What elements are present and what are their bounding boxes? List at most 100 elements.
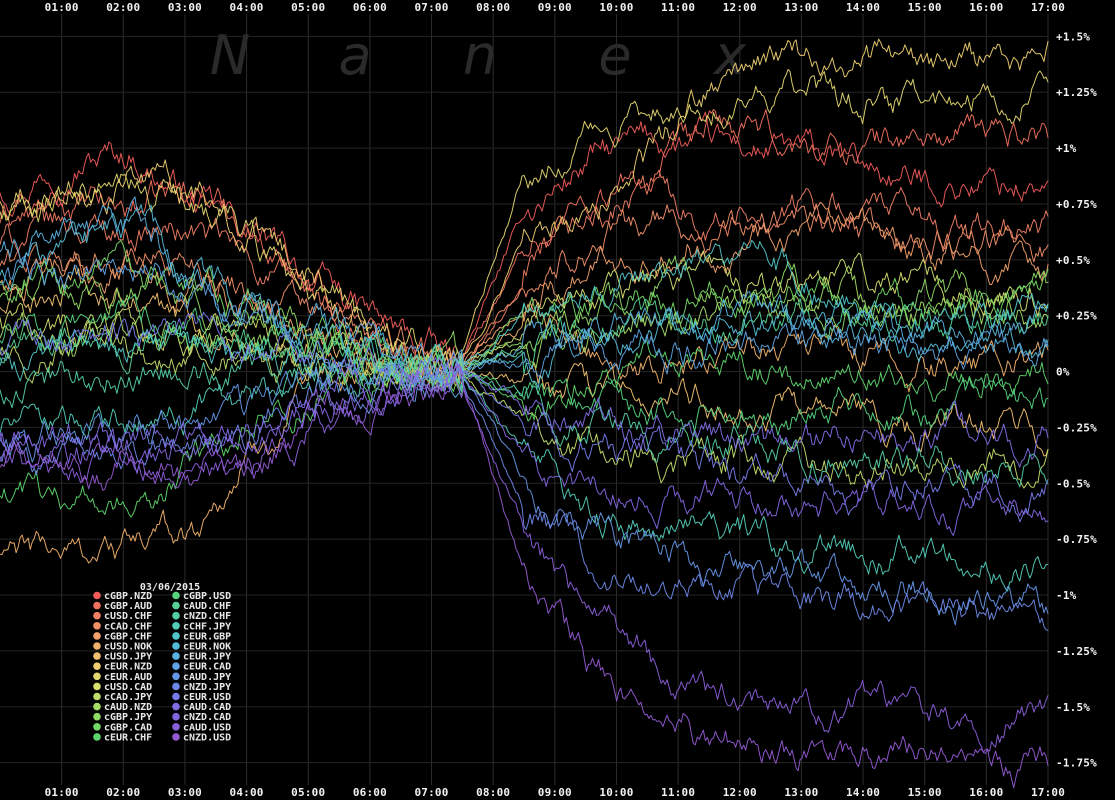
x-axis-bottom-tick: 11:00: [661, 786, 695, 799]
legend-swatch: [172, 591, 180, 600]
y-axis-tick: -0.25%: [1056, 421, 1097, 434]
x-axis-top-tick: 14:00: [846, 1, 880, 14]
x-axis-bottom-tick: 12:00: [723, 786, 757, 799]
series-line-cchf-jpy: [0, 352, 1049, 592]
series-line-caud-usd: [0, 369, 1049, 754]
legend-swatch: [172, 632, 180, 640]
legend-swatch: [93, 632, 101, 640]
x-axis-top-tick: 10:00: [599, 1, 633, 14]
x-axis-top-tick: 03:00: [168, 1, 202, 14]
x-axis-bottom-tick: 14:00: [846, 786, 880, 799]
legend-series-label: cGBP.CHF: [104, 631, 152, 642]
series-line-cnzd-jpy: [0, 351, 1049, 631]
legend-series-label: cAUD.USD: [183, 722, 231, 733]
y-axis-tick: -1.5%: [1056, 701, 1090, 714]
legend-swatch: [172, 723, 180, 731]
series-line-cnzd-usd: [0, 364, 1049, 789]
legend-series-label: cNZD.USD: [183, 732, 231, 743]
x-axis-top-tick: 05:00: [291, 1, 325, 14]
x-axis-bottom-tick: 05:00: [291, 786, 325, 799]
x-axis-bottom-tick: 08:00: [476, 786, 510, 799]
x-axis-top-tick: 11:00: [661, 1, 695, 14]
series-line-ccad-chf: [0, 204, 1049, 386]
y-axis-tick: -1.75%: [1056, 757, 1097, 770]
x-axis-bottom-tick: 03:00: [168, 786, 202, 799]
series-line-cgbp-jpy: [0, 255, 1049, 389]
y-axis-tick: -0.5%: [1056, 477, 1090, 490]
x-axis-bottom-tick: 17:00: [1031, 786, 1065, 799]
legend-series-label: cEUR.AUD: [104, 672, 152, 683]
series-line-ceur-nok: [0, 204, 1049, 389]
legend-swatch: [93, 723, 101, 731]
legend-series-label: cGBP.JPY: [104, 712, 152, 723]
legend-swatch: [93, 712, 101, 721]
series-line-cgbp-nzd: [0, 111, 1049, 362]
legend-series-label: cEUR.JPY: [183, 652, 231, 663]
x-axis-top-tick: 04:00: [230, 1, 264, 14]
x-axis-top-tick: 07:00: [414, 1, 448, 14]
x-axis-bottom-tick: 10:00: [599, 786, 633, 799]
legend-series-label: cEUR.NOK: [183, 642, 231, 653]
legend: 03/06/2015 cGBP.NZDcGBP.AUDcUSD.CHFcCAD.…: [93, 582, 231, 743]
legend-series-label: cEUR.NZD: [104, 662, 152, 673]
legend-swatch: [93, 652, 101, 660]
x-axis-top-tick: 06:00: [353, 1, 387, 14]
x-axis-top-tick: 15:00: [908, 1, 942, 14]
legend-series-label: cAUD.JPY: [183, 672, 231, 683]
legend-series-label: cGBP.USD: [183, 591, 231, 602]
legend-series-label: cUSD.JPY: [104, 652, 152, 663]
legend-series-label: cCHF.JPY: [183, 621, 231, 632]
legend-swatch: [93, 733, 101, 741]
legend-swatch: [93, 702, 101, 711]
legend-swatch: [172, 611, 180, 620]
legend-swatch: [172, 642, 180, 650]
x-axis-top-tick: 17:00: [1031, 1, 1065, 14]
legend-swatch: [172, 712, 180, 721]
x-axis-bottom-tick: 01:00: [45, 786, 79, 799]
series-line-cnzd-chf: [0, 347, 1049, 488]
x-axis-bottom-tick: 15:00: [908, 786, 942, 799]
watermark-letter: n: [463, 24, 497, 87]
y-axis-tick: -1.25%: [1056, 645, 1097, 658]
legend-swatch: [172, 662, 180, 670]
x-axis-bottom-tick: 07:00: [414, 786, 448, 799]
watermark-letter: a: [338, 24, 371, 87]
legend-swatch: [93, 682, 101, 691]
y-axis-tick: -0.75%: [1056, 533, 1097, 546]
watermark-letter: x: [712, 24, 747, 87]
x-axis-top-tick: 01:00: [45, 1, 79, 14]
series-lines: [0, 38, 1049, 789]
watermark-letter: N: [210, 24, 250, 87]
x-axis-bottom-tick: 04:00: [230, 786, 264, 799]
legend-series-label: cEUR.USD: [183, 692, 231, 703]
axis-labels: 01:00 01:00 02:00 02:00 03:00 03:00 04:00 04:00…: [45, 1, 1097, 799]
y-axis-tick: +0.25%: [1056, 310, 1097, 323]
x-axis-top-tick: 02:00: [106, 1, 140, 14]
series-line-cgbp-aud: [0, 108, 1049, 386]
series-line-cgbp-chf: [0, 201, 1049, 380]
y-axis-tick: +0.75%: [1056, 198, 1097, 211]
series-line-caud-cad: [0, 352, 1049, 468]
x-axis-top-tick: 09:00: [538, 1, 572, 14]
legend-series-label: cCAD.JPY: [104, 692, 152, 703]
legend-swatch: [93, 672, 101, 681]
x-axis-bottom-tick: 02:00: [106, 786, 140, 799]
x-axis-top-tick: 13:00: [784, 1, 818, 14]
legend-swatch: [172, 601, 180, 610]
legend-series-label: cNZD.CHF: [183, 611, 231, 622]
legend-swatch: [172, 692, 180, 701]
legend-swatch: [93, 622, 101, 630]
legend-swatch: [93, 692, 101, 701]
legend-swatch: [172, 652, 180, 660]
watermark-letter: e: [598, 24, 631, 87]
legend-series-label: cGBP.CAD: [104, 722, 152, 733]
x-axis-bottom-tick: 09:00: [538, 786, 572, 799]
series-line-ceur-gbp: [0, 239, 1049, 387]
series-line-cusd-chf: [0, 169, 1049, 385]
series-line-ceur-cad: [0, 256, 1049, 385]
series-line-cnzd-cad: [0, 363, 1049, 537]
legend-series-label: cAUD.NZD: [104, 702, 152, 713]
y-axis-tick: +1.5%: [1056, 30, 1090, 43]
